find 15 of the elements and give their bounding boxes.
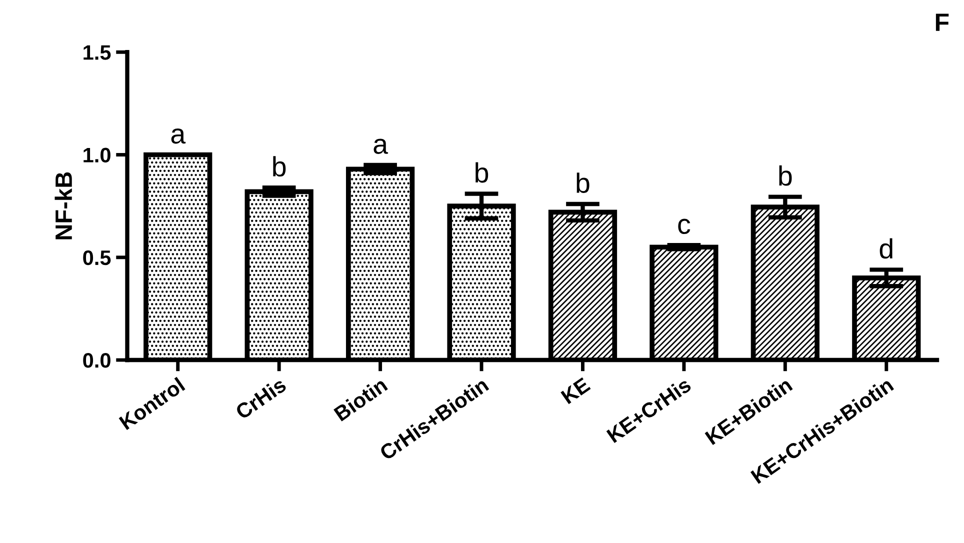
y-tick-label: 1.0: [84, 148, 110, 163]
y-tick-label: 1.5: [84, 45, 111, 60]
data-label: c: [678, 218, 690, 234]
x-tick-label: KE: [560, 377, 591, 404]
data-label: d: [880, 238, 892, 259]
data-label: b: [476, 162, 488, 183]
data-label: b: [779, 165, 792, 186]
data-label: b: [273, 156, 286, 177]
text: F: [936, 14, 949, 31]
data-label: a: [374, 138, 388, 154]
y-axis-title: NF-kB: [54, 172, 72, 240]
y-tick-label: 0.5: [83, 250, 111, 266]
data-label: b: [576, 172, 590, 193]
y-tick-label: 0.0: [83, 353, 110, 368]
data-label: a: [171, 128, 186, 144]
